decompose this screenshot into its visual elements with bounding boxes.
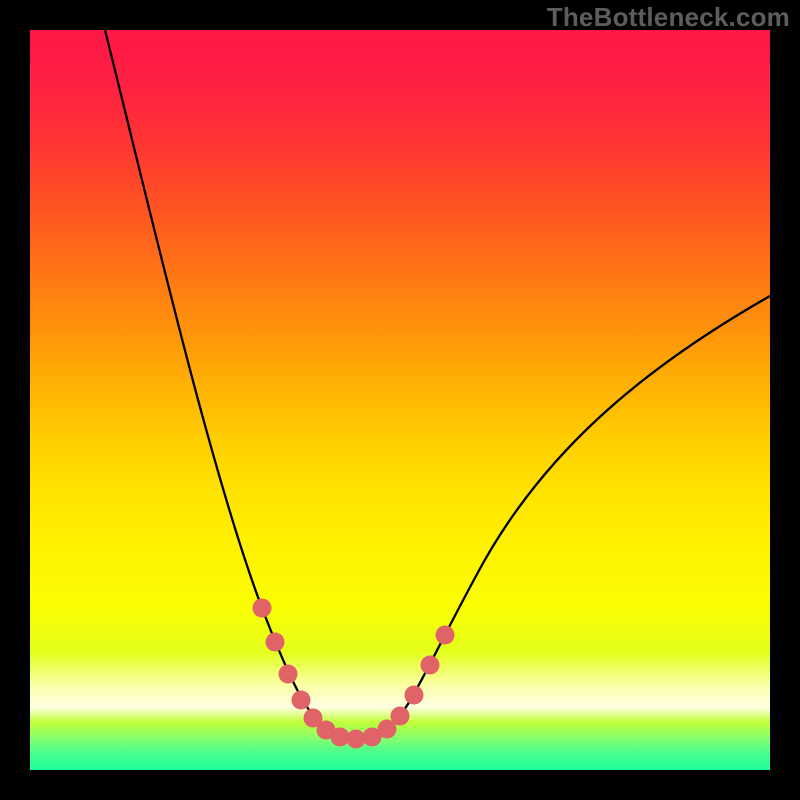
plot-background: [30, 30, 770, 770]
highlight-dot: [436, 626, 455, 645]
highlight-dot: [266, 633, 285, 652]
bottleneck-chart: [0, 0, 800, 800]
highlight-dot: [279, 665, 298, 684]
highlight-dot: [347, 730, 366, 749]
highlight-dot: [391, 707, 410, 726]
watermark-text: TheBottleneck.com: [547, 2, 790, 33]
highlight-dot: [405, 686, 424, 705]
highlight-dot: [253, 599, 272, 618]
chart-stage: TheBottleneck.com: [0, 0, 800, 800]
highlight-dot: [292, 691, 311, 710]
highlight-dot: [421, 656, 440, 675]
highlight-dot: [331, 728, 350, 747]
